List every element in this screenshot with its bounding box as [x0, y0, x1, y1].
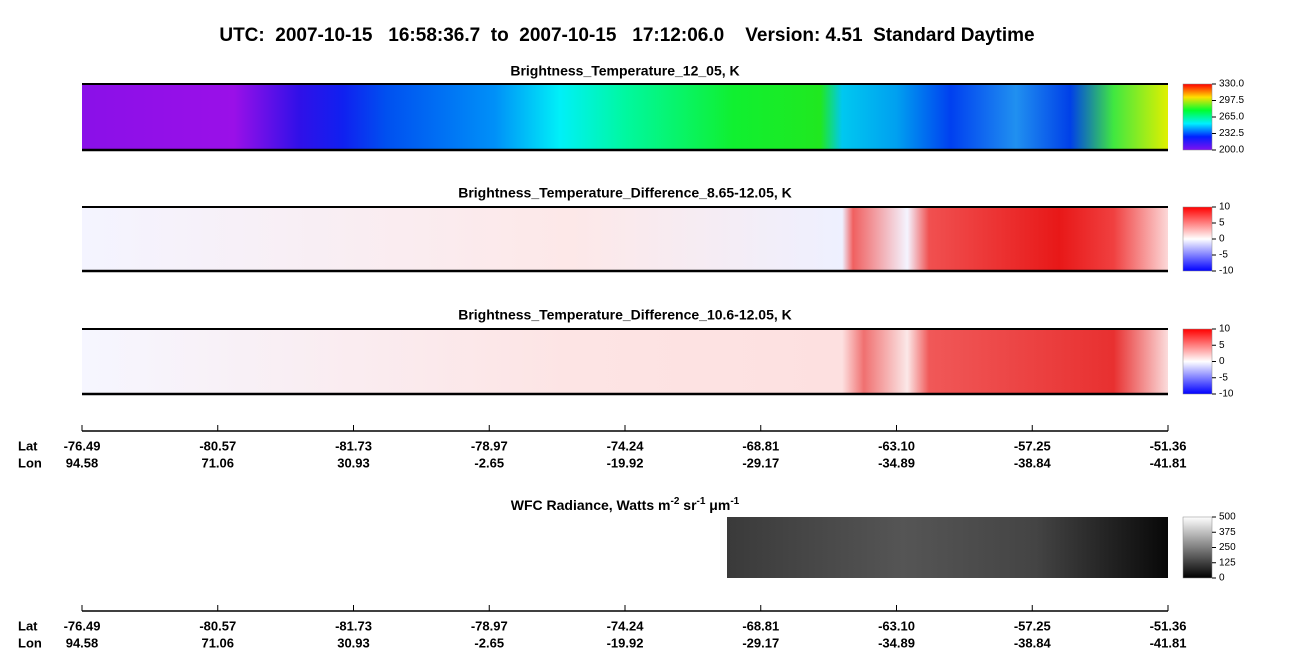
lon-label: Lon: [18, 635, 42, 650]
colorbar-label: 250: [1219, 542, 1236, 553]
title-part: sr: [679, 497, 697, 513]
colorbar-label: -10: [1219, 389, 1234, 400]
colorbar-label: -5: [1219, 372, 1228, 383]
colorbar-label: 5: [1219, 218, 1225, 229]
lon-value: -38.84: [1014, 635, 1052, 650]
lon-value: 71.06: [201, 455, 234, 470]
lat-value: -81.73: [335, 438, 372, 453]
image: [727, 517, 1168, 578]
lat-value: -68.81: [742, 438, 779, 453]
colorbar: [1182, 83, 1213, 151]
lat-value: -81.73: [335, 618, 372, 633]
panel-title: Brightness_Temperature_Difference_8.65-1…: [458, 185, 792, 201]
lat-value: -78.97: [471, 618, 508, 633]
colorbar-label: 0: [1219, 573, 1225, 584]
lat-value: -57.25: [1014, 618, 1051, 633]
image: [82, 207, 1168, 271]
lon-value: -19.92: [607, 455, 644, 470]
colorbar-label: -5: [1219, 250, 1228, 261]
image: [82, 329, 1168, 394]
lon-value: -2.65: [474, 635, 504, 650]
lat-value: -74.24: [607, 438, 645, 453]
lon-value: -29.17: [742, 455, 779, 470]
lat-value: -76.49: [64, 618, 101, 633]
colorbar-label: 0: [1219, 356, 1225, 367]
lon-value: -38.84: [1014, 455, 1052, 470]
lon-value: 30.93: [337, 635, 370, 650]
title: UTC: 2007-10-15 16:58:36.7 to 2007-10-15…: [219, 25, 1034, 46]
lon-value: -2.65: [474, 455, 504, 470]
colorbar-label: 297.5: [1219, 95, 1244, 106]
lon-value: 30.93: [337, 455, 370, 470]
colorbar-label: 265.0: [1219, 112, 1244, 123]
colorbar-label: 10: [1219, 202, 1231, 213]
lon-value: 71.06: [201, 635, 234, 650]
lon-value: -29.17: [742, 635, 779, 650]
lat-value: -78.97: [471, 438, 508, 453]
colorbar-label: 5: [1219, 340, 1225, 351]
title-part: -1: [697, 496, 706, 507]
colorbar: [1182, 206, 1213, 272]
lon-value: -34.89: [878, 635, 915, 650]
lon-label: Lon: [18, 455, 42, 470]
lon-value: -41.81: [1150, 635, 1187, 650]
colorbar-label: 0: [1219, 234, 1225, 245]
lat-value: -63.10: [878, 438, 915, 453]
colorbar-label: 330.0: [1219, 79, 1244, 90]
panel-title: Brightness_Temperature_12_05, K: [510, 63, 739, 79]
colorbar-label: 10: [1219, 324, 1231, 335]
lat-value: -76.49: [64, 438, 101, 453]
title-part: WFC Radiance, Watts m: [511, 497, 671, 513]
lat-value: -63.10: [878, 618, 915, 633]
colorbar-label: 500: [1219, 512, 1236, 523]
lat-value: -68.81: [742, 618, 779, 633]
title-part: -1: [730, 496, 739, 507]
lon-value: 94.58: [66, 635, 99, 650]
lat-value: -80.57: [199, 438, 236, 453]
title-part: -2: [670, 496, 679, 507]
panel-title: WFC Radiance, Watts m-2 sr-1 μm-1: [511, 496, 740, 513]
colorbar-label: 125: [1219, 557, 1236, 568]
panel-title: Brightness_Temperature_Difference_10.6-1…: [458, 307, 792, 323]
colorbar: [1182, 516, 1213, 579]
lat-value: -51.36: [1150, 438, 1187, 453]
image: [82, 84, 1168, 150]
colorbar-label: 375: [1219, 527, 1236, 538]
lat-label: Lat: [18, 438, 38, 453]
colorbar-label: 200.0: [1219, 145, 1244, 156]
colorbar: [1182, 328, 1213, 395]
lat-value: -74.24: [607, 618, 645, 633]
title-part: μm: [705, 497, 730, 513]
lon-value: 94.58: [66, 455, 99, 470]
lon-value: -41.81: [1150, 455, 1187, 470]
lat-value: -57.25: [1014, 438, 1051, 453]
lon-value: -19.92: [607, 635, 644, 650]
colorbar-label: -10: [1219, 266, 1234, 277]
colorbar-label: 232.5: [1219, 128, 1244, 139]
lat-value: -51.36: [1150, 618, 1187, 633]
lon-value: -34.89: [878, 455, 915, 470]
lat-label: Lat: [18, 618, 38, 633]
lat-value: -80.57: [199, 618, 236, 633]
